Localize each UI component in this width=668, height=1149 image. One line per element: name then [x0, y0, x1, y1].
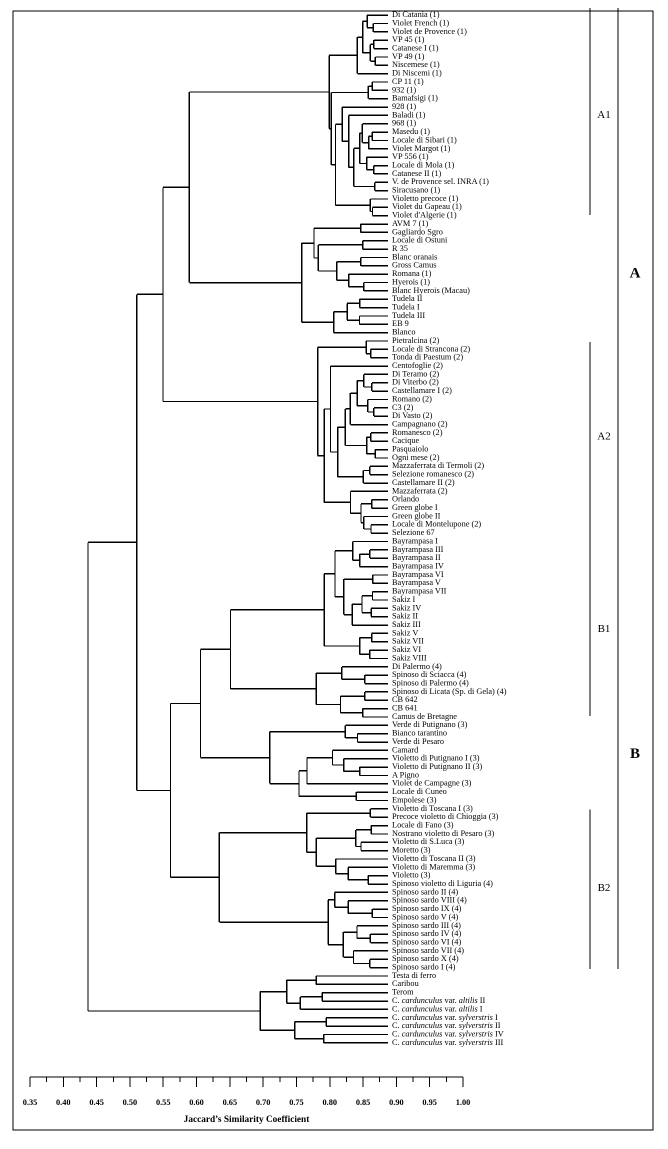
svg-text:0.55: 0.55	[156, 1098, 171, 1107]
svg-text:0.65: 0.65	[223, 1098, 238, 1107]
svg-text:0.35: 0.35	[23, 1098, 38, 1107]
svg-text:0.85: 0.85	[356, 1098, 371, 1107]
svg-text:0.70: 0.70	[256, 1098, 271, 1107]
svg-text:B1: B1	[598, 623, 611, 635]
svg-text:A2: A2	[597, 431, 610, 443]
svg-text:0.50: 0.50	[123, 1098, 138, 1107]
svg-text:A: A	[630, 266, 641, 282]
svg-text:0.45: 0.45	[89, 1098, 104, 1107]
svg-text:0.95: 0.95	[422, 1098, 437, 1107]
svg-text:C. cardunculus var. sylverstri: C. cardunculus var. sylverstris III	[392, 1038, 503, 1047]
svg-text:B2: B2	[598, 882, 611, 894]
svg-text:0.80: 0.80	[323, 1098, 338, 1107]
svg-text:0.40: 0.40	[56, 1098, 71, 1107]
svg-text:1.00: 1.00	[456, 1098, 471, 1107]
svg-text:0.90: 0.90	[389, 1098, 404, 1107]
svg-text:0.60: 0.60	[189, 1098, 204, 1107]
svg-text:Jaccard’s Similarity Coefficie: Jaccard’s Similarity Coefficient	[184, 1115, 311, 1125]
svg-text:0.75: 0.75	[289, 1098, 304, 1107]
svg-text:A1: A1	[597, 109, 610, 121]
svg-text:B: B	[630, 746, 640, 762]
